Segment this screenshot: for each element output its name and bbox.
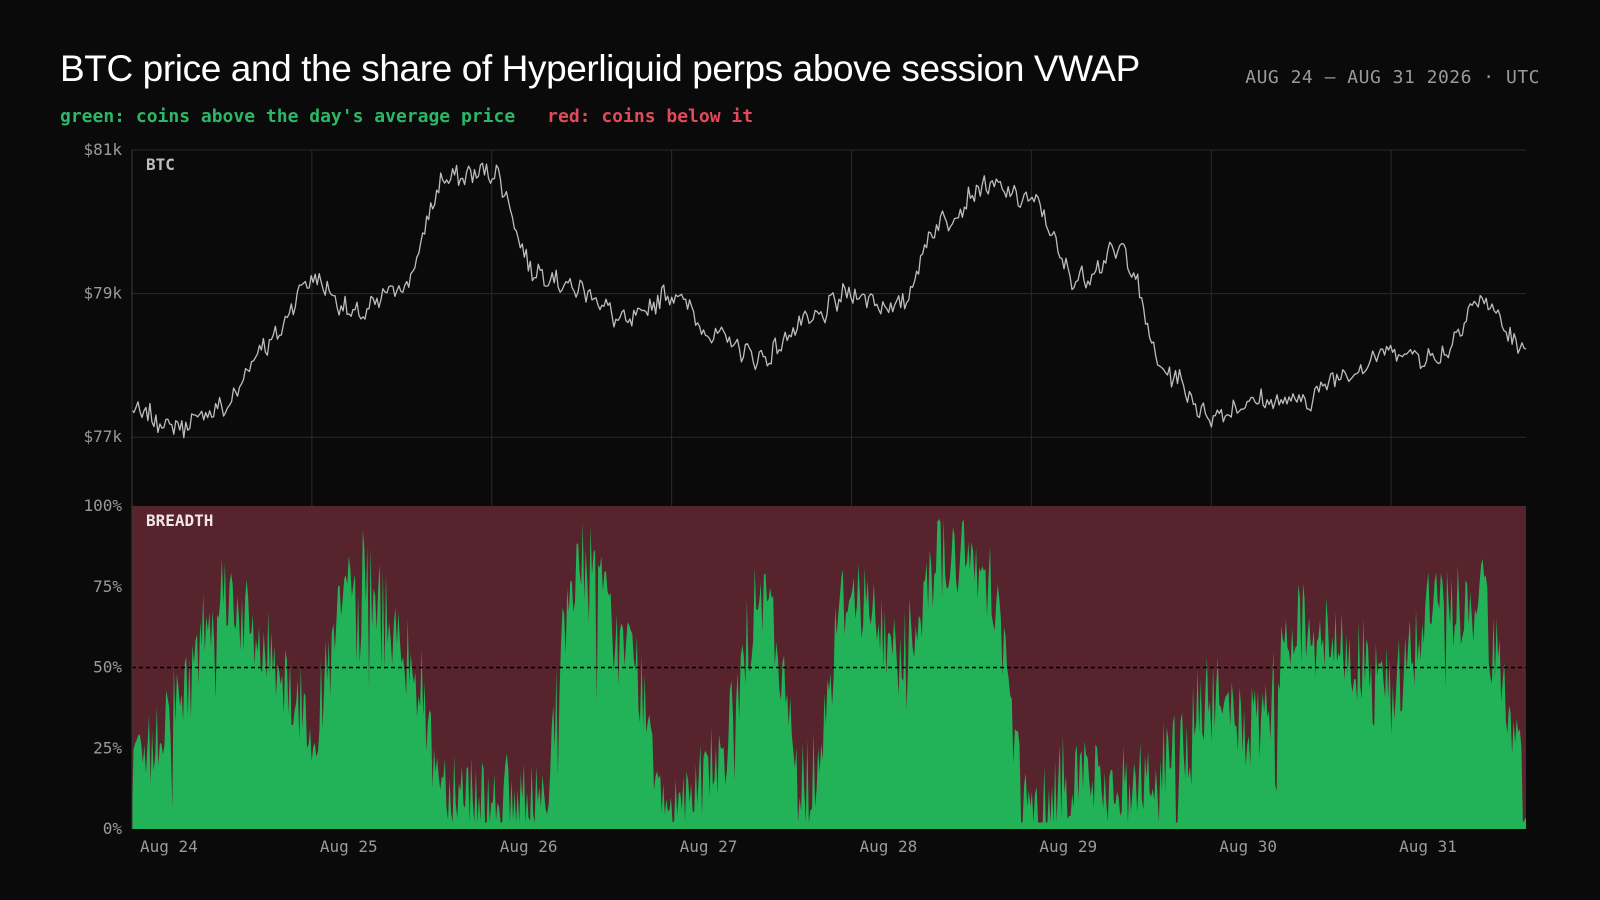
x-tick-label: Aug 25 xyxy=(320,837,378,856)
legend-green: green: coins above the day's average pri… xyxy=(60,106,516,127)
price-y-tick-label: $79k xyxy=(83,284,122,303)
date-range: AUG 24 – AUG 31 2026 · UTC xyxy=(1245,67,1540,88)
axes: Aug 24 Aug 25 Aug 26 Aug 27 Aug 28 Aug 29 Aug … xyxy=(83,140,1456,856)
x-tick-label: Aug 27 xyxy=(680,837,738,856)
price-panel: BTC xyxy=(131,155,1527,439)
x-tick-label: Aug 29 xyxy=(1039,837,1097,856)
x-tick-label: Aug 30 xyxy=(1219,837,1277,856)
breadth-y-tick-label: 100% xyxy=(83,496,122,515)
breadth-panel: BREADTH xyxy=(132,506,1526,829)
breadth-above-area xyxy=(132,518,1526,829)
price-panel-label: BTC xyxy=(146,155,175,174)
chart-title: BTC price and the share of Hyperliquid p… xyxy=(60,48,1140,89)
x-tick-label: Aug 24 xyxy=(140,837,198,856)
legend-red: red: coins below it xyxy=(547,106,754,127)
price-gridlines xyxy=(131,149,1526,506)
x-tick-label: Aug 28 xyxy=(859,837,917,856)
btc-price-line xyxy=(131,162,1527,439)
price-y-tick-label: $81k xyxy=(83,140,122,159)
breadth-y-tick-label: 0% xyxy=(103,819,123,838)
price-y-tick-label: $77k xyxy=(83,427,122,446)
x-tick-label: Aug 31 xyxy=(1399,837,1457,856)
x-tick-label: Aug 26 xyxy=(500,837,558,856)
breadth-y-tick-label: 50% xyxy=(93,658,122,677)
legend: green: coins above the day's average pri… xyxy=(60,106,753,127)
breadth-y-tick-label: 75% xyxy=(93,577,122,596)
breadth-y-tick-label: 25% xyxy=(93,738,122,757)
breadth-panel-label: BREADTH xyxy=(146,511,213,530)
